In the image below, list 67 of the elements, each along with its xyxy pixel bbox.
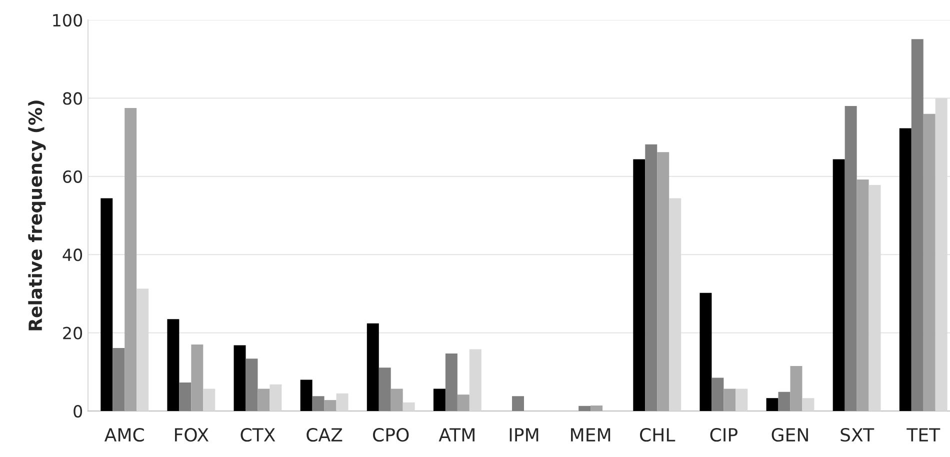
bar (645, 144, 658, 411)
bar (366, 323, 379, 411)
bar (669, 198, 682, 411)
bar (433, 388, 446, 411)
bar (336, 393, 348, 411)
bar (203, 388, 216, 411)
y-tick-label: 0 (74, 404, 82, 418)
y-tick-label: 60 (63, 170, 82, 183)
bar (724, 388, 736, 411)
y-tick-label: 40 (62, 248, 82, 262)
bar (512, 396, 524, 411)
x-tick-label: CPO (373, 428, 409, 442)
bar (899, 128, 912, 411)
bar (778, 392, 790, 411)
bar (633, 159, 646, 411)
bar (712, 378, 724, 411)
bar (445, 354, 458, 411)
y-tick-label: 20 (63, 326, 82, 340)
x-tick-label: CAZ (306, 428, 342, 442)
bar (844, 106, 857, 411)
bar (457, 394, 470, 411)
bar (124, 108, 137, 411)
bar (402, 402, 415, 411)
x-tick-label: AMC (104, 428, 144, 442)
bar (832, 159, 845, 411)
bar (246, 358, 258, 411)
x-tick-label: MEM (571, 428, 610, 442)
bar (923, 114, 936, 411)
bar (790, 366, 802, 411)
bar (100, 198, 113, 411)
bar (700, 292, 712, 411)
bar (324, 400, 336, 411)
bar (911, 39, 924, 411)
bar (258, 388, 270, 411)
bar (469, 349, 482, 411)
bar (179, 382, 192, 411)
x-tick-label: TET (906, 428, 940, 442)
x-tick-label: IPM (510, 428, 538, 442)
y-tick-label: 100 (53, 14, 82, 27)
bar (590, 406, 603, 411)
bar (191, 344, 204, 411)
x-tick-label: CIP (710, 428, 738, 442)
bar (390, 388, 403, 411)
bar (312, 396, 324, 411)
bar (856, 180, 869, 411)
bar (766, 398, 778, 411)
bar (234, 345, 246, 411)
bar (136, 288, 149, 411)
x-tick-label: CTX (240, 428, 276, 442)
x-tick-label: FOX (175, 428, 209, 442)
bar (112, 348, 125, 411)
bar (300, 380, 312, 411)
bar (868, 185, 881, 411)
y-tick-label: 80 (63, 92, 82, 105)
bar (378, 368, 391, 411)
bar (935, 98, 948, 411)
x-tick-label: ATM (438, 428, 474, 442)
x-tick-label: GEN (772, 428, 808, 442)
bar (167, 319, 180, 411)
bar (802, 398, 814, 411)
x-tick-label: CHL (640, 428, 676, 442)
bar (657, 152, 670, 411)
bar (578, 406, 591, 411)
bar (736, 388, 748, 411)
y-axis-title: Relative frequency (%) (28, 100, 46, 330)
bar (270, 384, 282, 411)
x-tick-label: SXT (840, 428, 874, 442)
